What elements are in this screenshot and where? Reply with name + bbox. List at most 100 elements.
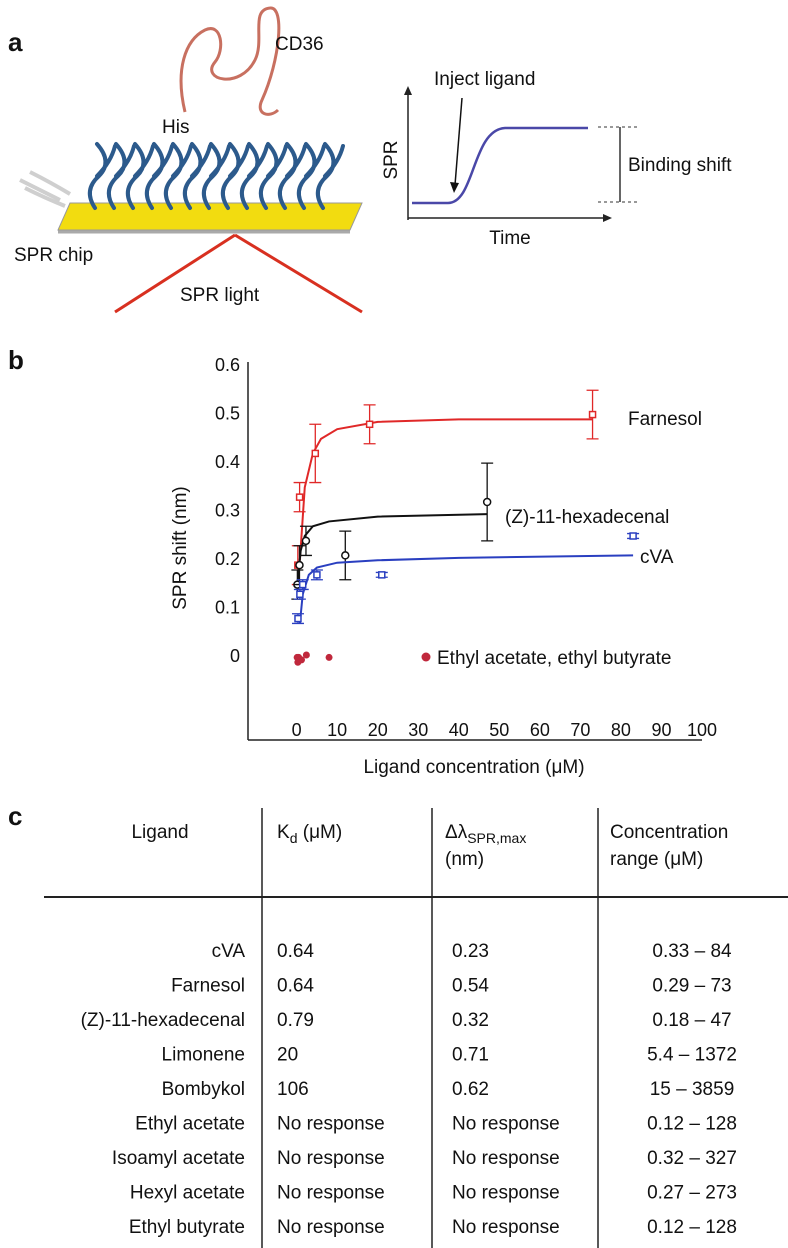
arrowhead <box>404 86 412 95</box>
x-tick-label: 90 <box>651 720 671 740</box>
table-cell: No response <box>452 1217 560 1238</box>
trace-curve <box>412 126 588 205</box>
protein-strand <box>179 6 281 116</box>
tag-label: His <box>162 117 189 138</box>
strand <box>220 142 250 210</box>
table-cell: 0.27 – 273 <box>647 1183 737 1204</box>
table-cell: 106 <box>277 1079 309 1100</box>
point <box>313 571 321 579</box>
light-ray <box>234 233 363 314</box>
x-axis-label: Time <box>489 228 531 249</box>
series-label: cVA <box>640 547 674 568</box>
arrowhead <box>603 214 612 222</box>
series-label: Farnesol <box>628 409 702 430</box>
table-cell: Hexyl acetate <box>130 1183 245 1204</box>
legend-marker <box>421 652 431 662</box>
point <box>298 656 306 664</box>
x-tick-label: 50 <box>489 720 509 740</box>
x-tick-label: 70 <box>570 720 590 740</box>
chart: SPR shift (nm) Ligand concentration (μM)… <box>170 355 717 778</box>
point <box>629 532 637 540</box>
series-label: (Z)-11-hexadecenal <box>505 507 669 528</box>
table-cell: 0.32 <box>452 1010 489 1031</box>
header-cell: Kd (μM) <box>277 822 342 846</box>
table-cell: 0.32 – 327 <box>647 1148 737 1169</box>
x-axis-title: Ligand concentration (μM) <box>363 757 584 778</box>
table-cell: 0.62 <box>452 1079 489 1100</box>
y-axis-label: SPR <box>381 140 402 179</box>
shift-label: Binding shift <box>628 155 732 176</box>
table-cell: No response <box>452 1183 560 1204</box>
table-cell: 0.79 <box>277 1010 314 1031</box>
table-cell: 0.23 <box>452 941 489 962</box>
table-cell: 0.33 – 84 <box>652 941 732 962</box>
x-tick-label: 20 <box>368 720 388 740</box>
point <box>325 653 333 661</box>
header-cell: ΔλSPR,max <box>445 822 526 846</box>
header-sub: SPR,max <box>467 830 526 846</box>
fit-curve <box>296 513 488 580</box>
table-cell: Farnesol <box>171 976 245 997</box>
strand <box>106 142 136 210</box>
y-tick-label: 0.3 <box>215 500 240 520</box>
table-cell: (Z)-11-hexadecenal <box>81 1010 245 1031</box>
fit-curve <box>298 418 593 561</box>
strand <box>239 142 269 210</box>
inject-label: Inject ligand <box>434 69 535 90</box>
point <box>378 571 386 579</box>
panel-label: c <box>8 801 22 831</box>
strand <box>277 142 307 210</box>
strand <box>144 142 174 210</box>
protein-label: CD36 <box>275 34 324 55</box>
strand <box>163 142 193 210</box>
strand <box>201 142 231 210</box>
x-tick-label: 80 <box>611 720 631 740</box>
chip-schematic: CD36 His SPR chip SPR light <box>14 6 363 314</box>
strand <box>182 142 212 210</box>
strand <box>125 142 155 210</box>
y-tick-label: 0.5 <box>215 403 240 423</box>
point <box>294 614 302 623</box>
header-sub: d <box>290 830 298 846</box>
point <box>298 580 307 589</box>
point <box>296 590 304 599</box>
table: Ligand Kd (μM) ΔλSPR,max (nm) Concentrat… <box>44 808 788 1248</box>
x-tick-label: 30 <box>408 720 428 740</box>
table-cell: 0.54 <box>452 976 489 997</box>
table-cell: Limonene <box>162 1045 245 1066</box>
chip-label: SPR chip <box>14 245 93 266</box>
point <box>588 410 597 419</box>
table-cell: 20 <box>277 1045 298 1066</box>
point <box>365 420 374 429</box>
header-cell: Ligand <box>131 822 188 843</box>
table-cell: Isoamyl acetate <box>112 1148 245 1169</box>
table-cell: Bombykol <box>162 1079 245 1100</box>
strand <box>87 142 117 210</box>
table-cell: Ethyl butyrate <box>129 1217 245 1238</box>
table-cell: 5.4 – 1372 <box>647 1045 737 1066</box>
point <box>302 651 310 659</box>
point <box>341 551 350 560</box>
y-axis-title: SPR shift (nm) <box>170 486 191 610</box>
y-tick-label: 0.2 <box>215 549 240 569</box>
y-tick-label: 0 <box>230 646 240 666</box>
panel-label: b <box>8 345 24 375</box>
x-tick-label: 10 <box>327 720 347 740</box>
x-tick-label: 40 <box>449 720 469 740</box>
spr-trace: Inject ligand SPR Time Binding shift <box>381 69 732 249</box>
table-cell: 0.64 <box>277 976 314 997</box>
point <box>301 536 311 546</box>
table-cell: Ethyl acetate <box>135 1114 245 1135</box>
panel-label: a <box>8 27 23 57</box>
table-cell: 0.12 – 128 <box>647 1114 737 1135</box>
header-part: K <box>277 822 290 843</box>
table-cell: 0.12 – 128 <box>647 1217 737 1238</box>
fit-curve <box>298 554 634 624</box>
y-tick-label: 0.4 <box>215 452 240 472</box>
point <box>311 449 320 458</box>
header-cell: (nm) <box>445 849 484 870</box>
inject-arrow <box>454 97 463 186</box>
arrowhead <box>450 182 459 193</box>
table-cell: 15 – 3859 <box>650 1079 735 1100</box>
